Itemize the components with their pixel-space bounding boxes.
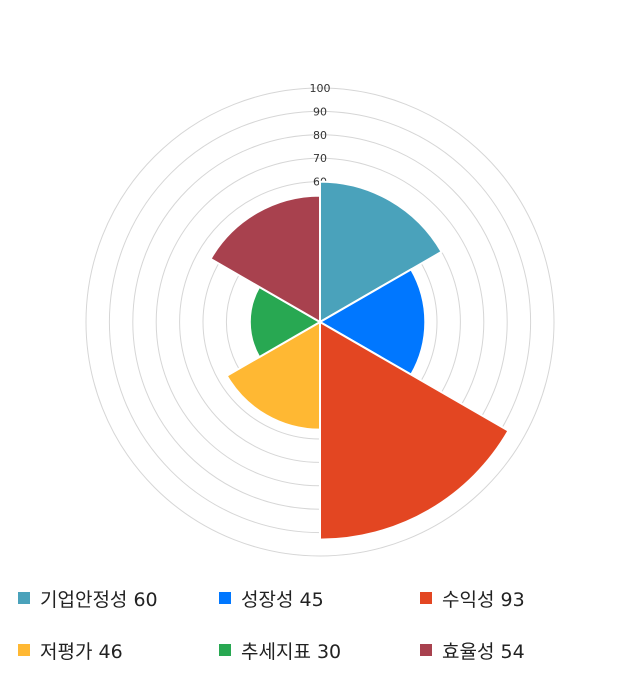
segments	[209, 180, 510, 541]
segment-1[interactable]	[319, 180, 443, 324]
segment-5[interactable]	[248, 285, 323, 359]
legend-label: 기업안정성 60	[40, 588, 158, 611]
legend-label: 효율성 54	[442, 640, 525, 663]
legend-item[interactable]: 추세지표 30	[219, 638, 342, 663]
tick-label: 70	[313, 152, 327, 165]
tick-label: 80	[313, 129, 327, 142]
legend-item[interactable]: 저평가 46	[18, 638, 123, 663]
legend-label: 성장성 45	[241, 588, 324, 611]
legend-swatch	[18, 592, 30, 604]
legend-label: 추세지표 30	[241, 640, 342, 663]
legend-label: 저평가 46	[40, 640, 123, 663]
legend-swatch	[18, 644, 30, 656]
segment-4[interactable]	[225, 320, 321, 431]
legend-label: 수익성 93	[442, 588, 525, 611]
tick-label: 100	[310, 82, 331, 95]
polar-area-chart: 102030405060708090100	[85, 82, 555, 557]
legend-item[interactable]: 기업안정성 60	[18, 586, 158, 611]
segment-6[interactable]	[209, 194, 321, 324]
legend-swatch	[420, 592, 432, 604]
tick-label: 90	[313, 105, 327, 118]
legend-swatch	[219, 644, 231, 656]
grid-ring	[85, 87, 555, 557]
legend-item[interactable]: 수익성 93	[420, 586, 525, 611]
legend-item[interactable]: 성장성 45	[219, 586, 324, 611]
segment-2[interactable]	[318, 267, 427, 377]
legend-swatch	[219, 592, 231, 604]
segment-3[interactable]	[319, 320, 510, 541]
legend-item[interactable]: 효율성 54	[420, 638, 525, 663]
legend-swatch	[420, 644, 432, 656]
